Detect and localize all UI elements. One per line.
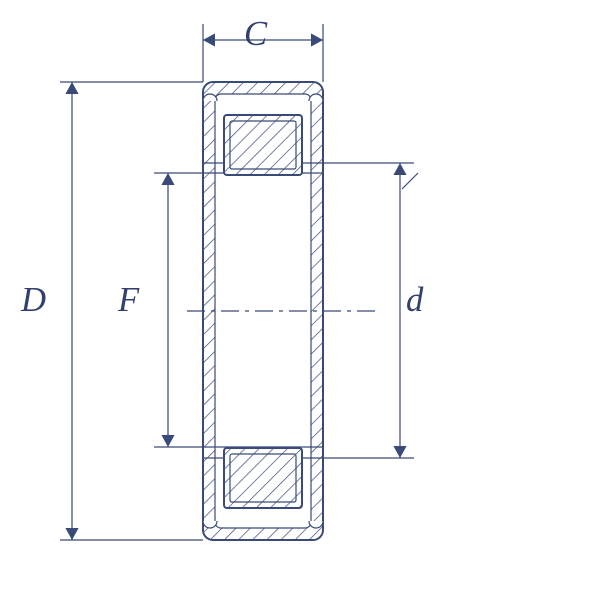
- dim-label-D: D: [21, 281, 46, 320]
- dim-label-C: C: [244, 15, 267, 54]
- diagram-canvas: D F d C: [0, 0, 600, 600]
- bearing-cross-section-svg: [0, 0, 600, 600]
- dim-label-F: F: [118, 281, 139, 320]
- dim-label-d: d: [406, 281, 423, 320]
